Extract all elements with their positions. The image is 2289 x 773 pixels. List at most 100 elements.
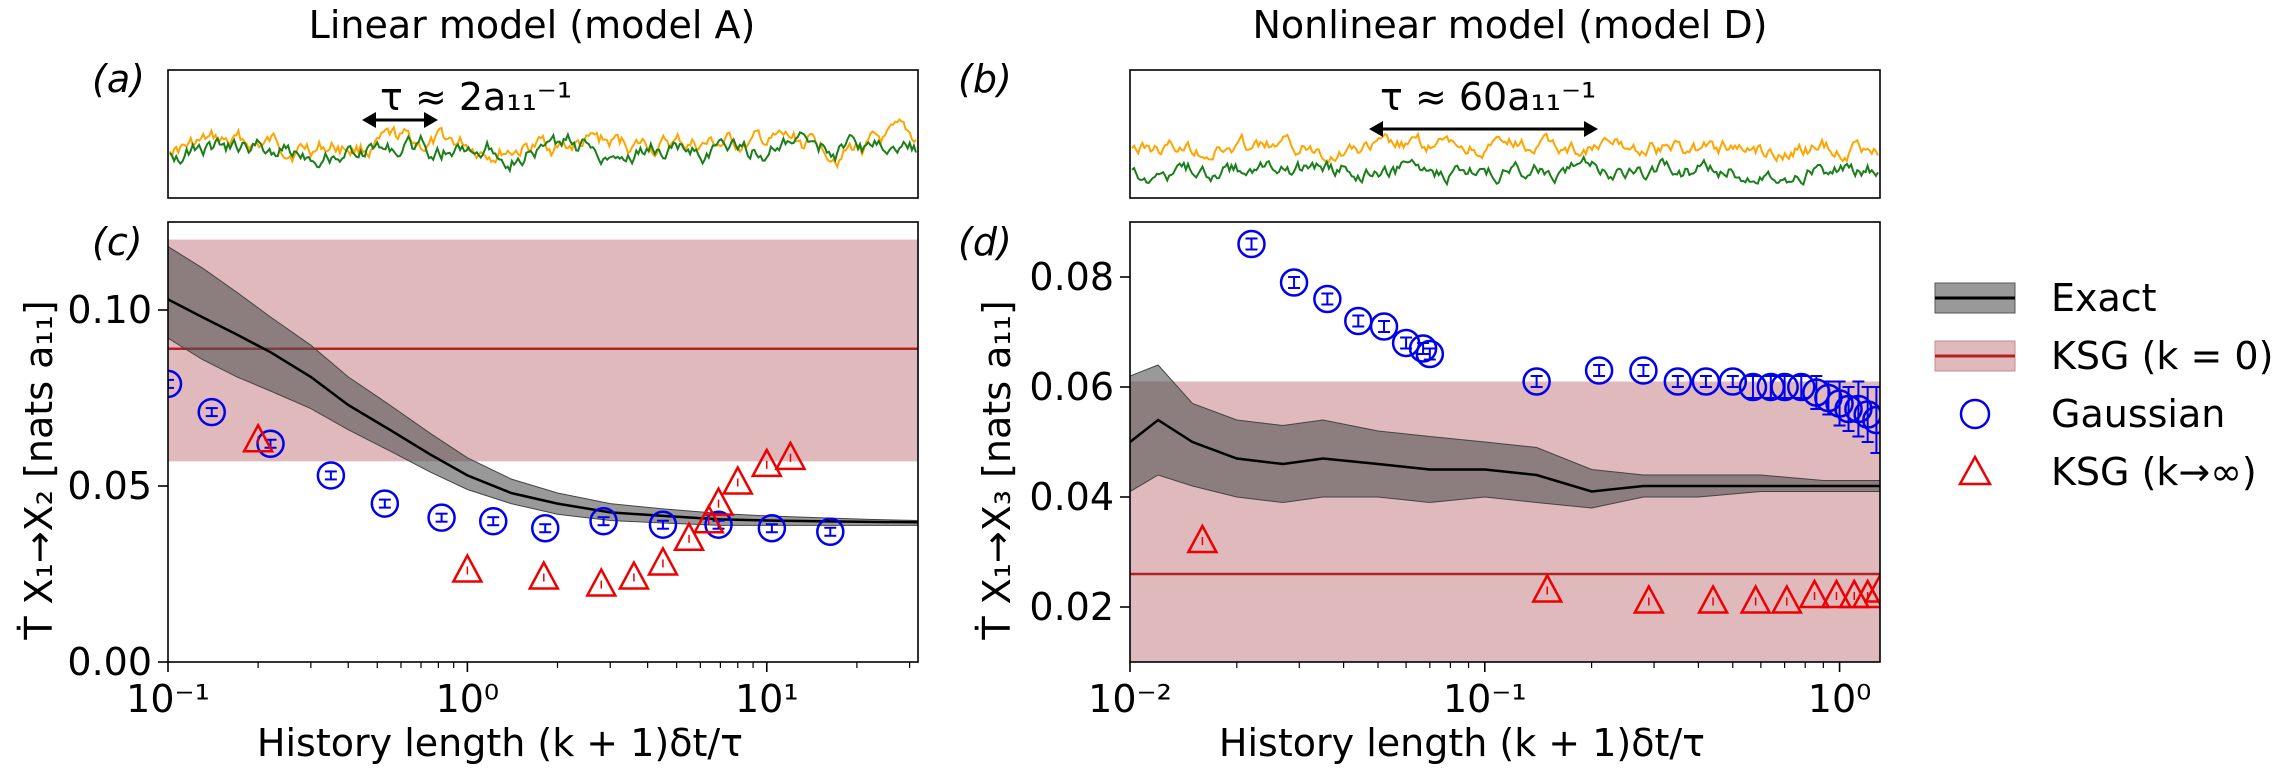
panel-d-xlabel: History length (k + 1)δt/τ bbox=[1219, 721, 1705, 765]
x-tick-label: 10⁰ bbox=[1808, 677, 1872, 721]
ksginf-point bbox=[1696, 583, 1730, 614]
legend-entry-exact: Exact bbox=[1934, 276, 2157, 320]
gaussian-point bbox=[1279, 268, 1309, 297]
ksginf-point bbox=[702, 485, 735, 516]
plot-area bbox=[168, 239, 918, 597]
legend-label-ksg0: KSG (k = 0) bbox=[2051, 334, 2273, 378]
gaussian-point bbox=[1862, 386, 1880, 454]
y-tick-label: 0.06 bbox=[1029, 365, 1114, 409]
ksginf-point bbox=[585, 566, 618, 597]
panel-b-frame bbox=[1129, 69, 1881, 199]
panel-c-ylabel: Ṫ X₁→X₂ [nats a₁₁] bbox=[17, 300, 61, 640]
panel-a-double-arrow bbox=[362, 112, 438, 128]
gaussian-point bbox=[197, 397, 226, 427]
y-tick-label: 0.05 bbox=[67, 464, 152, 508]
panel-label-d: (d) bbox=[958, 220, 1012, 264]
gaussian-point bbox=[589, 506, 618, 536]
ksginf-point bbox=[242, 422, 275, 453]
y-tick-label: 0.10 bbox=[67, 288, 152, 332]
ksginf-point bbox=[1531, 572, 1564, 603]
exact-line bbox=[1130, 418, 1880, 493]
ksginf-point bbox=[1820, 578, 1853, 609]
gaussian-point bbox=[370, 489, 400, 518]
x-tick-label: 10⁻² bbox=[1088, 677, 1172, 721]
legend: Exact KSG (k = 0) Gaussian KSG (k→∞) bbox=[1934, 276, 2273, 494]
gaussian-point bbox=[1415, 339, 1445, 369]
x-tick-label: 10⁻¹ bbox=[126, 677, 210, 721]
ksginf-point bbox=[750, 447, 783, 478]
gaussian-point bbox=[316, 461, 346, 490]
panel-b-double-arrow bbox=[1369, 121, 1598, 137]
ksginf-point bbox=[527, 559, 560, 590]
ksginf-point bbox=[646, 545, 680, 576]
gaussian-point bbox=[1408, 334, 1438, 363]
ksginf-point bbox=[721, 464, 754, 495]
legend-entry-gaussian: Gaussian bbox=[1959, 392, 2225, 436]
gaussian-point bbox=[816, 517, 845, 547]
legend-entry-ksginf: KSG (k→∞) bbox=[1957, 450, 2257, 494]
plot-frame bbox=[1129, 221, 1881, 663]
gaussian-point bbox=[1237, 229, 1266, 259]
left-column-title: Linear model (model A) bbox=[309, 3, 756, 47]
panel-d-ylabel: Ṫ X₁→X₃ [nats a₁₁] bbox=[975, 300, 1019, 640]
gaussian-point bbox=[168, 369, 183, 399]
gaussian-point bbox=[1584, 356, 1614, 385]
gaussian-point bbox=[757, 513, 787, 543]
gaussian-point bbox=[648, 510, 678, 539]
ksginf-point bbox=[1770, 583, 1803, 614]
ksginf-point bbox=[1863, 572, 1880, 603]
ksginf-point bbox=[774, 440, 807, 471]
gaussian-point bbox=[1629, 356, 1658, 385]
legend-label-ksginf: KSG (k→∞) bbox=[2051, 450, 2257, 494]
legend-label-exact: Exact bbox=[2051, 276, 2157, 320]
gaussian-point bbox=[1522, 367, 1551, 396]
gaussian-point bbox=[530, 513, 560, 543]
ksginf-point bbox=[1186, 523, 1219, 554]
ksginf-point bbox=[1798, 578, 1831, 609]
panel-b-trace: τ ≈ 60a₁₁⁻¹ bbox=[1129, 69, 1881, 199]
y-tick-label: 0.04 bbox=[1029, 475, 1114, 519]
gaussian-point bbox=[1770, 372, 1799, 402]
panel-c-xlabel: History length (k + 1)δt/τ bbox=[257, 721, 743, 765]
y-tick-label: 0.02 bbox=[1029, 585, 1114, 629]
exact-line bbox=[168, 298, 918, 524]
right-column-title: Nonlinear model (model D) bbox=[1252, 3, 1767, 47]
gaussian-point bbox=[1369, 312, 1399, 341]
gaussian-point bbox=[1738, 372, 1768, 402]
gaussian-point bbox=[1834, 386, 1863, 432]
gaussian-point bbox=[1787, 372, 1816, 402]
gaussian-point bbox=[1391, 328, 1421, 358]
ksginf-point bbox=[1632, 583, 1665, 614]
plot-area bbox=[1130, 229, 1880, 662]
gaussian-point bbox=[1313, 284, 1342, 314]
gaussian-point bbox=[1344, 306, 1373, 336]
legend-label-gaussian: Gaussian bbox=[2051, 392, 2225, 436]
gaussian-point bbox=[1663, 367, 1693, 396]
x-tick-label: 10¹ bbox=[735, 677, 799, 721]
y-tick-label: 0.00 bbox=[67, 640, 152, 684]
ksginf-point bbox=[617, 559, 651, 590]
ksginf-point bbox=[692, 503, 725, 534]
ksginf-point bbox=[451, 552, 484, 583]
y-tick-label: 0.08 bbox=[1029, 255, 1114, 299]
x-tick-label: 10⁰ bbox=[436, 677, 500, 721]
panel-b-tau-annotation: τ ≈ 60a₁₁⁻¹ bbox=[1380, 75, 1596, 119]
ksginf-point bbox=[672, 521, 706, 552]
panel-label-a: (a) bbox=[92, 57, 145, 101]
panel-a-trace: τ ≈ 2a₁₁⁻¹ bbox=[167, 69, 919, 199]
panel-a-tau-annotation: τ ≈ 2a₁₁⁻¹ bbox=[380, 75, 572, 119]
panel-label-c: (c) bbox=[92, 220, 143, 264]
panel-b-green-trace bbox=[1131, 154, 1879, 187]
exact-band bbox=[1130, 364, 1880, 509]
gaussian-point bbox=[478, 506, 508, 536]
panel-c-plot: 10⁻¹ 10⁰ 10¹ 0.00 0.05 0.10 bbox=[67, 221, 919, 721]
panel-d-plot: 10⁻² 10⁻¹ 10⁰ 0.02 0.04 0.06 0.08 bbox=[1029, 221, 1881, 721]
x-tick-label: 10⁻¹ bbox=[1443, 677, 1527, 721]
ksginf-point bbox=[1739, 583, 1772, 614]
panel-a-green-trace bbox=[169, 130, 917, 174]
legend-entry-ksg0: KSG (k = 0) bbox=[1934, 334, 2273, 378]
panel-label-b: (b) bbox=[958, 57, 1012, 101]
gaussian-point bbox=[1718, 367, 1748, 396]
gaussian-point bbox=[427, 503, 456, 532]
